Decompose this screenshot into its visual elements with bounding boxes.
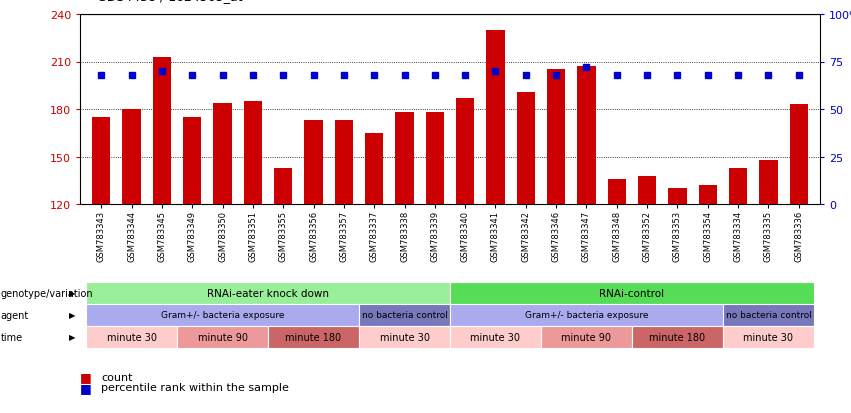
Bar — [450, 282, 814, 304]
Text: GDS4438 / 1624505_at: GDS4438 / 1624505_at — [97, 0, 243, 2]
Text: minute 90: minute 90 — [197, 332, 248, 342]
Bar — [305, 121, 323, 204]
Text: minute 30: minute 30 — [380, 332, 430, 342]
Bar — [632, 326, 723, 348]
Text: minute 180: minute 180 — [649, 332, 705, 342]
Text: minute 30: minute 30 — [471, 332, 521, 342]
Bar — [450, 304, 723, 326]
Text: minute 180: minute 180 — [285, 332, 341, 342]
Bar — [86, 282, 450, 304]
Text: ▶: ▶ — [69, 289, 76, 298]
Bar — [365, 133, 383, 204]
Text: minute 90: minute 90 — [562, 332, 612, 342]
Text: count: count — [101, 372, 133, 382]
Bar — [92, 118, 111, 204]
Text: ▶: ▶ — [69, 311, 76, 320]
Bar — [359, 304, 450, 326]
Text: minute 30: minute 30 — [106, 332, 157, 342]
Bar — [450, 326, 541, 348]
Bar — [86, 304, 359, 326]
Text: ■: ■ — [80, 370, 92, 383]
Bar — [214, 103, 231, 204]
Bar — [359, 326, 450, 348]
Bar — [183, 118, 202, 204]
Text: RNAi-eater knock down: RNAi-eater knock down — [207, 288, 329, 298]
Bar — [668, 189, 687, 204]
Text: Gram+/- bacteria exposure: Gram+/- bacteria exposure — [161, 311, 284, 320]
Text: time: time — [1, 332, 23, 342]
Bar — [729, 168, 747, 204]
Text: no bacteria control: no bacteria control — [362, 311, 448, 320]
Text: minute 30: minute 30 — [744, 332, 793, 342]
Bar — [243, 102, 262, 204]
Bar — [396, 113, 414, 204]
Bar — [456, 99, 474, 204]
Bar — [638, 176, 656, 204]
Text: agent: agent — [1, 310, 29, 320]
Bar — [608, 179, 625, 204]
Bar — [790, 105, 808, 204]
Bar — [699, 185, 717, 204]
Bar — [759, 160, 778, 204]
Bar — [723, 326, 814, 348]
Text: ■: ■ — [80, 381, 92, 394]
Bar — [177, 326, 268, 348]
Bar — [577, 67, 596, 204]
Text: genotype/variation: genotype/variation — [1, 288, 94, 298]
Bar — [274, 168, 292, 204]
Bar — [487, 31, 505, 204]
Bar — [123, 110, 140, 204]
Bar — [541, 326, 632, 348]
Text: ▶: ▶ — [69, 333, 76, 342]
Bar — [268, 326, 359, 348]
Text: percentile rank within the sample: percentile rank within the sample — [101, 382, 289, 392]
Text: RNAi-control: RNAi-control — [599, 288, 665, 298]
Bar — [334, 121, 353, 204]
Text: Gram+/- bacteria exposure: Gram+/- bacteria exposure — [525, 311, 648, 320]
Bar — [426, 113, 444, 204]
Bar — [547, 70, 565, 204]
Bar — [153, 57, 171, 204]
Bar — [517, 93, 535, 204]
Bar — [723, 304, 814, 326]
Text: no bacteria control: no bacteria control — [726, 311, 811, 320]
Bar — [86, 326, 177, 348]
